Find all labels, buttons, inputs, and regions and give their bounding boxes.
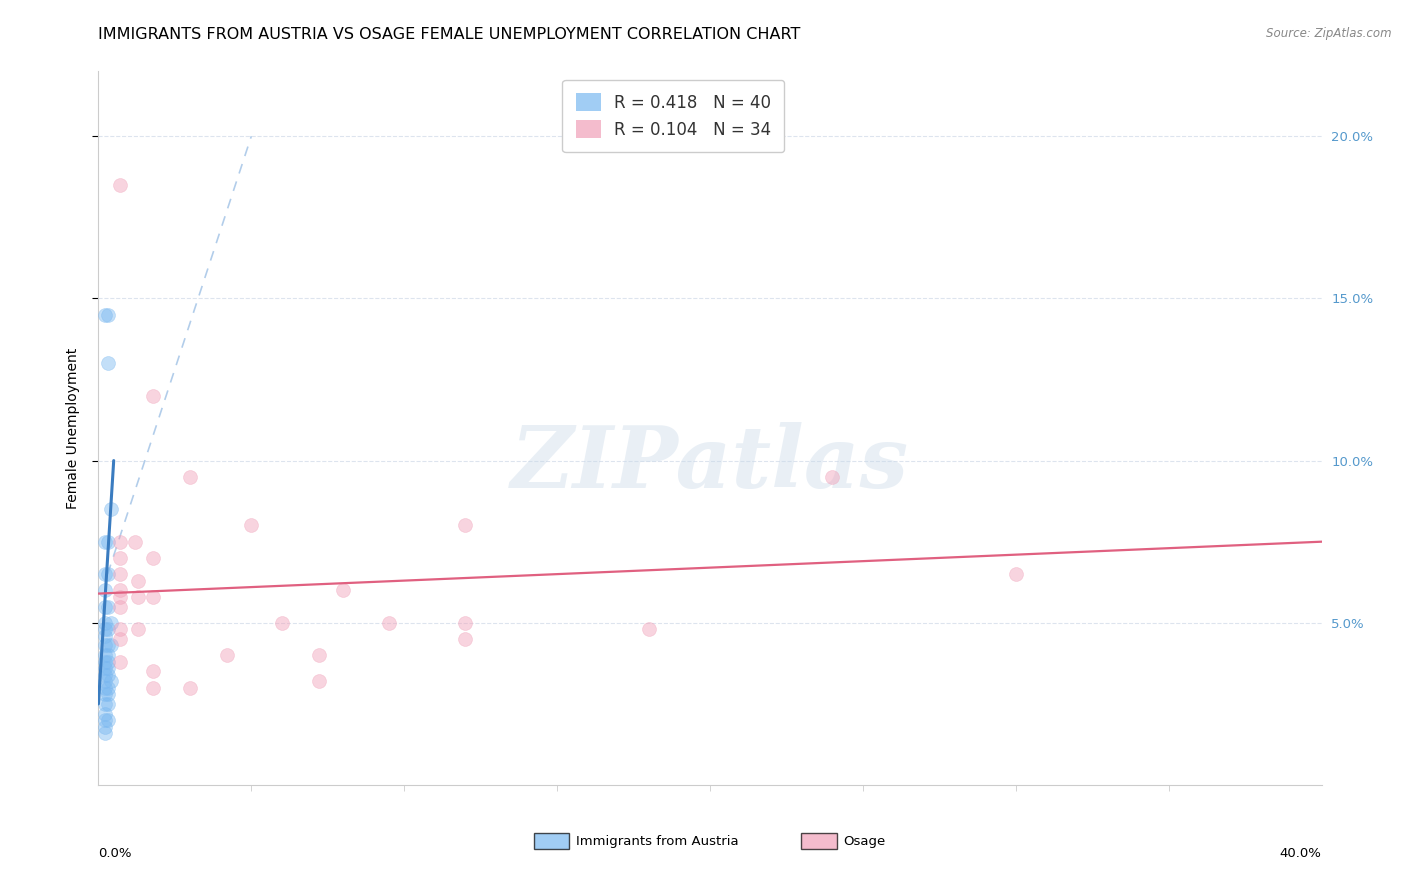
Point [270,615,292,630]
Point [142,590,165,604]
Point [332,583,354,598]
Point [308,648,330,663]
Point [108,534,131,549]
Point [93,629,115,643]
Point [108,178,131,192]
Text: 40.0%: 40.0% [1279,847,1322,861]
Point [454,518,477,533]
Point [142,389,165,403]
Point [637,622,661,636]
Point [93,726,115,740]
Point [97,713,120,727]
Point [108,583,131,598]
Point [93,687,115,701]
Point [93,534,115,549]
Point [97,599,120,614]
Text: ZIPatlas: ZIPatlas [510,422,910,506]
Point [93,697,115,711]
Point [100,615,122,630]
Point [97,534,120,549]
Point [93,615,115,630]
Point [97,567,120,582]
Text: Immigrants from Austria: Immigrants from Austria [576,835,740,847]
Point [142,681,165,695]
Point [93,567,115,582]
Point [108,622,131,636]
Point [454,615,477,630]
Point [97,622,120,636]
Point [93,583,115,598]
Point [142,665,165,679]
Point [308,674,330,689]
Point [1004,567,1026,582]
Point [821,470,844,484]
Text: Source: ZipAtlas.com: Source: ZipAtlas.com [1267,27,1392,40]
Point [108,632,131,646]
Point [97,639,120,653]
Point [93,639,115,653]
Point [100,502,122,516]
Point [97,687,120,701]
Text: 0.0%: 0.0% [98,847,132,861]
Point [108,599,131,614]
Point [108,590,131,604]
FancyBboxPatch shape [801,833,837,849]
Point [215,648,238,663]
Point [124,534,146,549]
Point [97,655,120,669]
Point [108,567,131,582]
Point [142,550,165,565]
Point [127,622,149,636]
Point [97,356,120,370]
Legend: R = 0.418   N = 40, R = 0.104   N = 34: R = 0.418 N = 40, R = 0.104 N = 34 [562,79,785,152]
Point [454,632,477,646]
FancyBboxPatch shape [534,833,569,849]
Point [93,648,115,663]
Point [93,655,115,669]
Point [93,308,115,322]
Point [240,518,263,533]
Point [93,667,115,681]
Point [93,622,115,636]
Point [97,667,120,681]
Point [179,681,201,695]
Point [93,674,115,689]
Point [93,599,115,614]
Point [179,470,201,484]
Point [93,720,115,734]
Point [93,661,115,675]
Point [378,615,401,630]
Point [100,674,122,689]
Point [97,308,120,322]
Text: Osage: Osage [844,835,886,847]
Point [97,648,120,663]
Point [97,661,120,675]
Point [108,655,131,669]
Text: IMMIGRANTS FROM AUSTRIA VS OSAGE FEMALE UNEMPLOYMENT CORRELATION CHART: IMMIGRANTS FROM AUSTRIA VS OSAGE FEMALE … [98,27,801,42]
Point [108,550,131,565]
Point [93,706,115,721]
Point [93,681,115,695]
Point [97,697,120,711]
Point [127,590,149,604]
Point [100,639,122,653]
Point [97,681,120,695]
Y-axis label: Female Unemployment: Female Unemployment [66,348,80,508]
Point [127,574,149,588]
Point [93,713,115,727]
